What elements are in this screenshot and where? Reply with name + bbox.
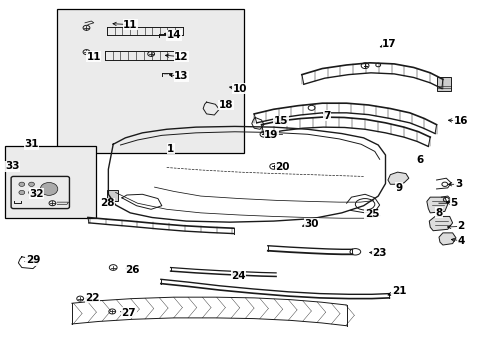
- Text: 31: 31: [24, 139, 39, 149]
- Bar: [107, 190, 118, 201]
- Polygon shape: [428, 216, 452, 231]
- Text: 3: 3: [454, 179, 461, 189]
- Text: 29: 29: [26, 255, 40, 265]
- Circle shape: [19, 182, 25, 186]
- Text: 18: 18: [218, 100, 233, 110]
- Text: 24: 24: [231, 271, 245, 281]
- Text: 25: 25: [364, 209, 378, 219]
- Text: 1: 1: [166, 144, 174, 154]
- Text: 11: 11: [123, 19, 137, 30]
- Text: 16: 16: [453, 116, 467, 126]
- Text: 13: 13: [174, 71, 188, 81]
- Text: 10: 10: [232, 84, 246, 94]
- Circle shape: [40, 183, 58, 195]
- Circle shape: [19, 190, 25, 195]
- Text: 23: 23: [372, 248, 386, 258]
- Text: 14: 14: [166, 30, 181, 40]
- Text: 4: 4: [456, 236, 464, 246]
- Text: 6: 6: [415, 156, 422, 165]
- Text: 7: 7: [323, 111, 330, 121]
- Polygon shape: [387, 172, 408, 184]
- Text: 8: 8: [434, 208, 442, 218]
- Text: 27: 27: [121, 308, 136, 318]
- Text: 5: 5: [449, 198, 456, 208]
- Text: 30: 30: [304, 219, 318, 229]
- Bar: [57, 9, 244, 153]
- Circle shape: [29, 190, 34, 195]
- Text: 19: 19: [264, 130, 278, 140]
- Text: 9: 9: [395, 183, 402, 193]
- Bar: [436, 77, 450, 91]
- Text: 15: 15: [273, 116, 287, 126]
- Polygon shape: [438, 233, 455, 245]
- Text: 22: 22: [85, 293, 100, 303]
- Text: 32: 32: [29, 189, 43, 199]
- Text: 12: 12: [174, 52, 188, 62]
- Bar: [5, 146, 96, 217]
- Text: 33: 33: [5, 161, 20, 171]
- Text: 26: 26: [125, 265, 140, 275]
- Polygon shape: [426, 197, 447, 213]
- Text: 17: 17: [381, 39, 396, 49]
- Text: 28: 28: [100, 198, 114, 208]
- Text: 21: 21: [391, 287, 406, 296]
- Text: 20: 20: [275, 162, 289, 172]
- Circle shape: [29, 182, 34, 186]
- Text: 2: 2: [456, 221, 464, 231]
- Text: 11: 11: [86, 52, 101, 62]
